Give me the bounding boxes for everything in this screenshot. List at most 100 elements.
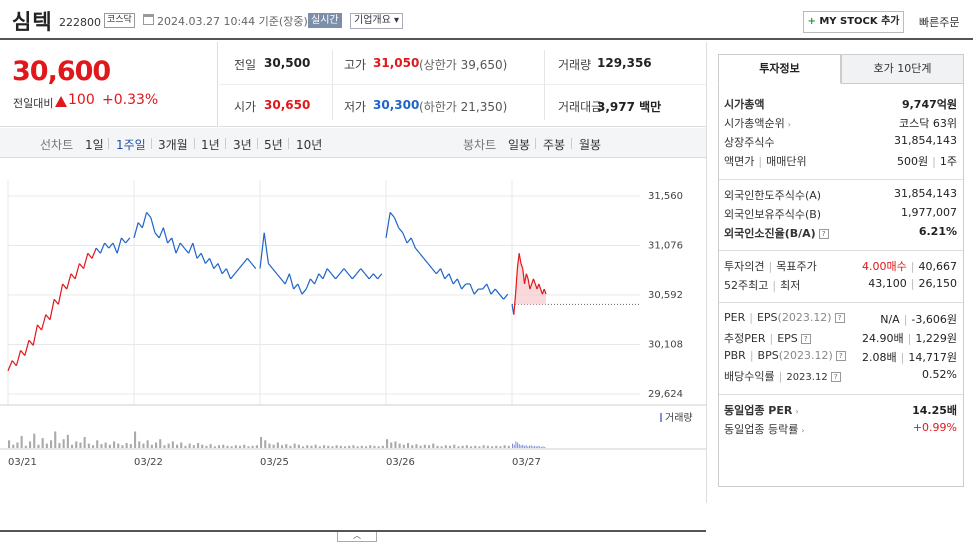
price-line-segment	[213, 263, 219, 269]
volume-bar	[104, 442, 107, 448]
price-line-segment	[15, 350, 22, 366]
volume-bar	[71, 444, 74, 448]
price-line-segment	[389, 211, 395, 218]
volume-bar	[171, 441, 174, 448]
volume-bar	[255, 445, 258, 448]
shares-label: 상장주식수	[724, 136, 775, 149]
volume-bar	[125, 443, 128, 448]
volume-legend-label: 거래량	[665, 412, 693, 424]
period-1w[interactable]: 1주일	[116, 138, 146, 152]
volume-bar	[482, 445, 485, 448]
w52-value: 43,100 | 26,150	[868, 277, 957, 290]
price-line-segment	[196, 252, 202, 259]
price-line-segment	[188, 242, 194, 254]
pbr-label-text: PBR	[724, 349, 746, 362]
par-value-text: 500원	[897, 155, 929, 168]
volume-bar	[436, 445, 439, 448]
price-line-segment	[297, 283, 303, 295]
period-10y[interactable]: 10년	[296, 138, 323, 152]
tab-invest-info[interactable]: 투자정보	[718, 54, 841, 84]
price-line-segment	[318, 273, 324, 280]
price-line-segment	[225, 268, 232, 280]
price-line-segment	[288, 273, 295, 290]
volume-bar	[50, 440, 53, 448]
w52-label: 52주최고 | 최저	[724, 279, 801, 292]
price-line-segment	[402, 232, 408, 244]
collapse-button[interactable]: ︿	[337, 532, 377, 542]
industry-per-row[interactable]: 동일업종 PER › 14.25배	[724, 402, 960, 420]
w52-low-label-text: 최저	[780, 279, 801, 292]
tab-order-book[interactable]: 호가 10단계	[841, 54, 964, 84]
volume-bar	[525, 445, 527, 448]
industry-change-row[interactable]: 동일업종 등락률 › +0.99%	[724, 421, 960, 439]
foreign-ratio-value: 6.21%	[919, 225, 957, 238]
stock-header: 심텍 222800 코스닥 2024.03.27 10:44 기준(장중) 실시…	[0, 0, 973, 40]
price-line-segment	[494, 288, 500, 295]
price-line-segment	[398, 227, 404, 234]
volume-bar	[453, 444, 456, 448]
price-line-segment	[293, 283, 299, 290]
realtime-badge[interactable]: 실시간	[308, 13, 342, 28]
volume-bar	[184, 445, 187, 448]
period-separator	[535, 138, 536, 149]
period-3y[interactable]: 3년	[233, 138, 252, 152]
period-1y[interactable]: 1년	[201, 138, 220, 152]
volume-bar	[12, 444, 15, 448]
price-line-segment	[435, 268, 442, 275]
change-label: 전일대비	[13, 97, 54, 110]
candle-weekly[interactable]: 주봉	[543, 138, 566, 152]
volume-bar	[323, 445, 326, 448]
help-icon[interactable]: ?	[835, 351, 846, 361]
help-icon[interactable]: ?	[830, 372, 841, 382]
eps-year: (2023.12)	[777, 311, 832, 324]
price-line-segment	[150, 217, 156, 233]
my-stock-add-button[interactable]: + MY STOCK 추가	[803, 11, 904, 33]
price-line-segment	[543, 288, 547, 295]
volume-bar	[512, 443, 513, 448]
price-line-segment	[78, 263, 85, 269]
candle-daily[interactable]: 일봉	[508, 138, 531, 152]
volume-bar	[100, 444, 103, 448]
volume-bar	[45, 443, 48, 448]
period-3m[interactable]: 3개월	[158, 138, 188, 152]
price-line-segment	[513, 294, 517, 315]
help-icon[interactable]: ?	[818, 229, 829, 239]
foreign-own-row: 외국인보유주식수(B) 1,977,007	[724, 206, 960, 224]
volume-bar	[243, 444, 246, 448]
price-line-segment	[469, 283, 475, 295]
price-line-segment	[406, 237, 412, 244]
quick-order-link[interactable]: 빠른주문	[919, 16, 960, 29]
price-line-segment	[490, 288, 496, 295]
volume-bar	[402, 444, 405, 448]
per-row: PER | EPS(2023.12)? N/A | -3,606원	[724, 311, 960, 329]
price-line-segment	[486, 283, 492, 295]
price-line-segment	[246, 258, 253, 264]
volume-bar	[142, 443, 145, 448]
volume-bar	[29, 441, 32, 448]
candle-monthly[interactable]: 월봉	[579, 138, 602, 152]
y-tick-label: 31,076	[648, 241, 683, 252]
market-cap-rank-row[interactable]: 시가총액순위 › 코스닥 63위	[724, 115, 960, 133]
price-chart[interactable]: 31,560 31,076 30,592 30,108 29,624 거래량 03/21 03…	[0, 160, 706, 500]
period-5y[interactable]: 5년	[264, 138, 283, 152]
volume-bar	[79, 442, 82, 448]
price-line-segment	[385, 212, 391, 239]
volume-bar	[344, 446, 347, 448]
price-line-segment	[522, 268, 526, 285]
price-line-segment	[440, 268, 446, 280]
volume-bar	[440, 446, 443, 448]
volume-bar	[314, 444, 317, 448]
price-line-segment	[158, 227, 164, 239]
volume-bar	[16, 442, 19, 448]
amount-label: 거래대금	[558, 100, 603, 114]
upper-limit: (상한가 39,650)	[419, 56, 507, 73]
company-overview-button[interactable]: 기업개요 ▾	[350, 13, 403, 29]
industry-per-label: 동일업종 PER ›	[724, 402, 799, 418]
volume-bar	[58, 443, 61, 448]
price-line-segment	[393, 217, 400, 228]
volume-bar	[461, 445, 464, 448]
period-1d[interactable]: 1일	[85, 138, 104, 152]
help-icon[interactable]: ?	[834, 313, 845, 323]
market-cap-rank-label: 시가총액순위 ›	[724, 115, 791, 131]
help-icon[interactable]: ?	[800, 334, 811, 344]
